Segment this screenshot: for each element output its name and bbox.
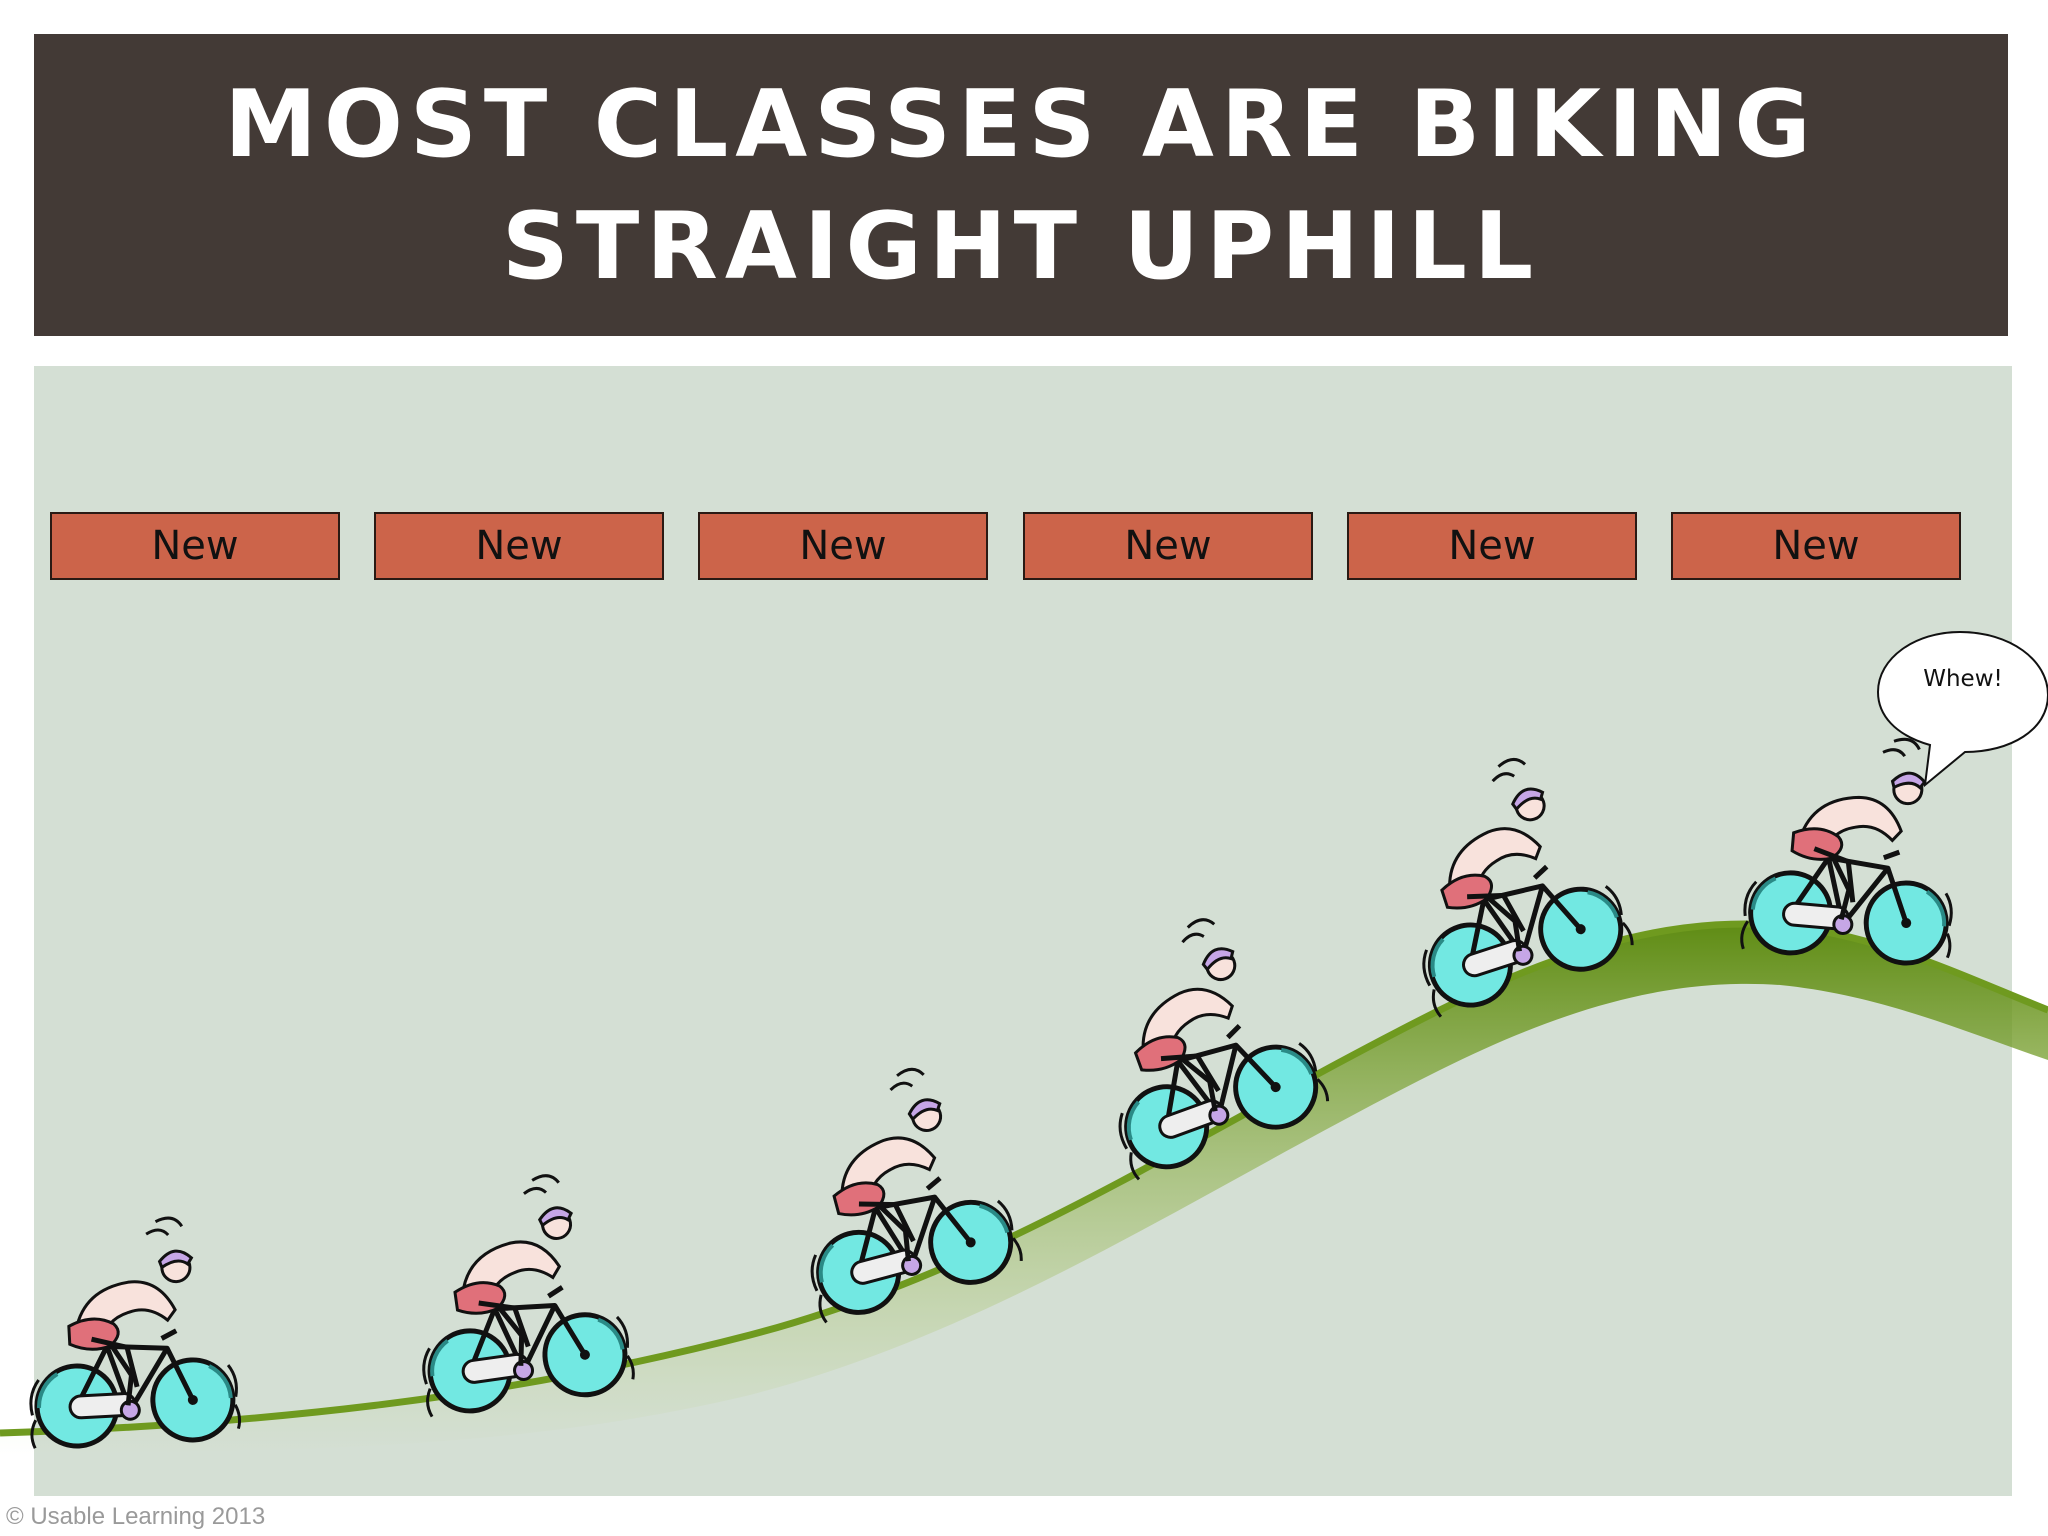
cyclist-icon (398, 1167, 635, 1417)
title-line-1: MOST CLASSES ARE BIKING (224, 70, 1818, 178)
title-line-2: STRAIGHT UPHILL (501, 192, 1541, 300)
cyclist-icon (21, 1215, 241, 1448)
new-box-3: New (698, 512, 988, 580)
speech-bubble-text: Whew! (1923, 666, 2003, 692)
new-box-5: New (1347, 512, 1637, 580)
new-box-2: New (374, 512, 664, 580)
speech-bubble-icon: Whew! (1876, 630, 2048, 788)
new-box-4: New (1023, 512, 1313, 580)
copyright-footer: © Usable Learning 2013 (6, 1503, 266, 1530)
new-box-1: New (50, 512, 340, 580)
new-box-6: New (1671, 512, 1961, 580)
title-bar: MOST CLASSES ARE BIKING STRAIGHT UPHILL (34, 34, 2008, 336)
